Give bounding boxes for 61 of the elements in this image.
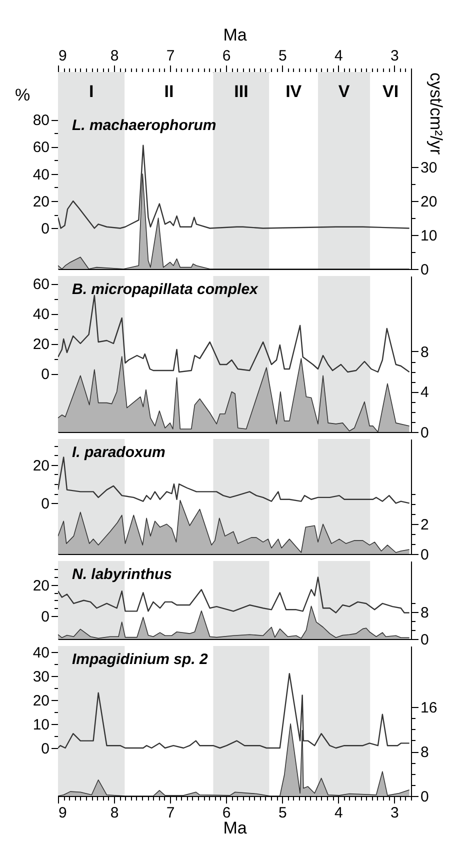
y2-axis-title: cyst/cm²/yr: [426, 72, 446, 155]
y-tick-label: 40: [32, 166, 50, 184]
x-tick-label: 3: [390, 48, 399, 64]
x-tick-label: 3: [390, 804, 399, 822]
y2-tick-label: 0: [420, 632, 429, 648]
y2-tick-label: 0: [420, 262, 429, 278]
chart-title: B. micropapillata complex: [72, 281, 259, 298]
x-tick-label: 9: [58, 804, 67, 822]
y-tick-label: 0: [41, 220, 50, 238]
y2-tick-label: 4: [420, 384, 429, 402]
x-tick-label: 7: [166, 48, 175, 64]
band-label: VI: [382, 82, 399, 101]
y2-tick-label: 0: [420, 788, 429, 806]
x-tick-label: 5: [278, 48, 287, 64]
x-tick-label: 4: [334, 804, 343, 822]
y-tick-label: 60: [32, 139, 50, 156]
y2-tick-label: 8: [420, 604, 429, 622]
y-axis-title: %: [14, 86, 30, 104]
y2-tick-label: 10: [420, 228, 438, 245]
y-tick-label: 20: [32, 336, 50, 353]
y-tick-label: 80: [32, 112, 50, 130]
x-tick-label: 4: [334, 48, 343, 64]
y2-tick-label: 2: [420, 516, 429, 534]
x-tick-label: 8: [110, 48, 119, 64]
y2-tick-label: 8: [420, 744, 429, 762]
chart-title: I. paradoxum: [72, 444, 166, 461]
band-label: III: [234, 82, 248, 101]
y-tick-label: 20: [32, 457, 50, 474]
y-tick-label: 40: [32, 306, 50, 323]
y2-tick-label: 30: [420, 160, 438, 177]
y-tick-label: 40: [32, 644, 50, 662]
y2-tick-label: 0: [420, 424, 429, 442]
y-tick-label: 0: [41, 740, 50, 758]
band-label: I: [88, 82, 94, 101]
y2-tick-label: 0: [420, 546, 429, 564]
y2-tick-label: 16: [420, 700, 438, 717]
y-tick-label: 0: [41, 608, 50, 626]
y2-tick-label: 8: [420, 344, 429, 361]
x-axis-title: Ma: [223, 26, 248, 44]
y-tick-label: 20: [32, 692, 50, 710]
y-tick-label: 20: [32, 577, 50, 594]
y-tick-label: 60: [32, 276, 50, 293]
chart-title: N. labyrinthus: [72, 566, 172, 583]
x-tick-label: 8: [110, 804, 119, 822]
band-label: IV: [286, 82, 302, 101]
x-tick-label: 6: [222, 804, 231, 822]
y2-tick-label: 20: [420, 194, 438, 211]
x-tick-label: 7: [166, 804, 175, 822]
x-tick-label: 6: [222, 48, 231, 64]
y-tick-label: 30: [32, 668, 50, 686]
y-tick-label: 10: [32, 716, 50, 734]
chart-title: Impagidinium sp. 2: [72, 651, 209, 668]
x-tick-label: 5: [278, 804, 287, 822]
x-tick-label: 9: [58, 48, 67, 64]
band-label: II: [164, 82, 174, 101]
y-tick-label: 20: [32, 194, 50, 211]
band-label: V: [338, 82, 350, 101]
text: L. machaerophorum: [72, 117, 216, 134]
y-tick-label: 0: [41, 496, 50, 513]
x-axis-title: Ma: [223, 818, 248, 838]
y-tick-label: 0: [41, 366, 50, 383]
